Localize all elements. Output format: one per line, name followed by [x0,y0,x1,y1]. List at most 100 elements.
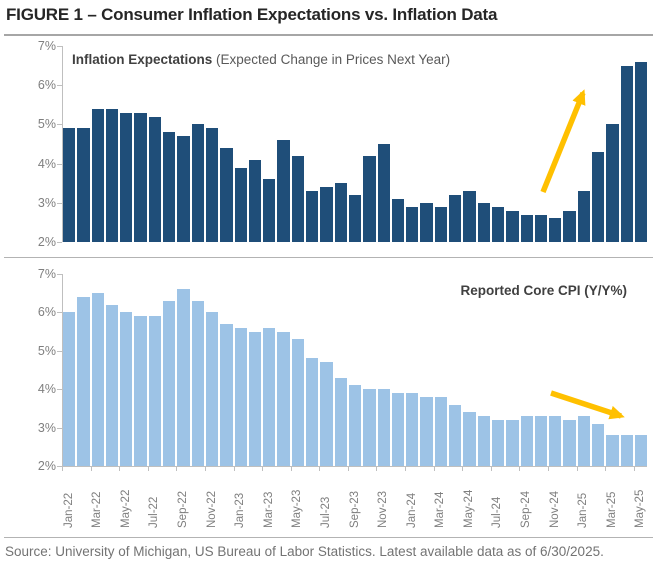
bar-Apr-24 [449,404,462,466]
bar-Mar-22 [91,293,104,466]
x-tick-mark [576,466,578,471]
bar-Jun-24 [477,202,490,242]
x-axis-line [62,466,647,467]
x-tick-mark [119,466,121,471]
bar-May-25 [634,61,648,242]
bar-Oct-22 [191,300,204,466]
bar-Nov-22 [205,128,219,242]
bar-Jul-22 [148,316,162,466]
bar-Jun-23 [306,358,319,466]
y-tick-mark [57,350,62,352]
bar-Aug-23 [334,377,347,466]
bar-May-24 [463,191,476,242]
bar-Apr-24 [449,194,462,242]
bar-Aug-22 [163,132,176,242]
bar-Jan-25 [577,191,590,242]
bar-Jan-25 [577,416,590,466]
bar-Jun-24 [477,416,490,466]
x-tick-label-Sep-23: Sep-23 [348,490,361,528]
x-tick-label-Jul-24: Jul-24 [491,496,504,528]
bar-May-23 [291,155,305,242]
x-tick-label-Mar-23: Mar-23 [262,491,275,528]
bar-Mar-23 [263,179,276,242]
bar-Dec-24 [563,419,576,466]
bar-Jul-23 [320,362,333,466]
bar-Dec-22 [220,147,233,242]
source-divider [4,537,653,538]
x-tick-label-Mar-22: Mar-22 [91,491,104,528]
bar-Dec-22 [220,323,233,466]
y-tick-mark [57,124,62,126]
bar-Jan-24 [406,206,419,242]
x-tick-label-Jan-23: Jan-23 [234,492,247,528]
y-tick-label: 2% [37,235,56,249]
y-axis-line [62,46,63,242]
bar-Jul-22 [148,116,162,242]
x-tick-mark [290,466,292,471]
y-tick-mark [57,389,62,391]
bar-Mar-25 [606,435,619,466]
bar-Apr-22 [105,304,119,466]
bar-Mar-24 [434,206,448,242]
y-tick-label: 3% [37,420,56,435]
bar-Apr-25 [620,65,633,242]
bar-Sep-24 [520,214,533,242]
bar-Mar-22 [91,108,104,242]
bar-Oct-24 [534,416,548,466]
bar-Feb-25 [591,151,605,242]
x-tick-mark [490,466,492,471]
inflation-expectations-bars [63,46,648,242]
x-tick-label-Nov-22: Nov-22 [205,490,218,528]
x-tick-mark [176,466,178,471]
bar-Feb-22 [77,128,90,242]
x-tick-mark [433,466,435,471]
bar-Jul-24 [491,206,505,242]
y-axis-line [62,274,63,466]
bar-Oct-24 [534,214,548,242]
y-tick-label: 2% [37,459,56,473]
x-tick-label-Jul-22: Jul-22 [148,496,161,528]
y-tick-label: 5% [37,343,56,358]
bar-Aug-24 [506,210,519,242]
core-cpi-bars [63,274,648,466]
bar-Mar-23 [263,327,276,466]
x-tick-label-Jan-25: Jan-25 [577,492,590,528]
y-tick-label: 7% [37,39,56,53]
y-tick-label: 7% [37,267,56,281]
x-tick-label-Jan-22: Jan-22 [62,492,75,528]
chart-bottom-title: Reported Core CPI (Y/Y%) [460,283,627,298]
x-tick-label-May-22: May-22 [119,489,132,528]
bar-Feb-24 [420,396,433,466]
bar-Aug-22 [163,300,176,466]
x-tick-mark [147,466,149,471]
y-tick-label: 3% [37,195,56,210]
chart-divider [4,257,653,258]
bar-May-25 [634,435,648,466]
y-tick-label: 6% [37,78,56,93]
y-tick-mark [57,46,62,47]
y-tick-label: 4% [37,382,56,397]
x-tick-mark [90,466,92,471]
x-tick-mark [519,466,521,471]
y-tick-label: 6% [37,305,56,320]
x-tick-label-Mar-24: Mar-24 [434,491,447,528]
x-tick-mark [262,466,264,471]
title-divider [4,34,653,36]
x-tick-label-Nov-23: Nov-23 [377,490,390,528]
bar-Feb-23 [248,331,262,466]
y-tick-mark [57,242,62,243]
x-tick-mark [319,466,321,471]
bar-Nov-23 [377,389,390,466]
bar-Jan-22 [63,312,76,466]
y-tick-mark [57,466,62,467]
y-tick-mark [57,312,62,314]
bar-Sep-22 [177,136,190,242]
x-tick-label-Sep-22: Sep-22 [176,490,189,528]
x-tick-label-Sep-24: Sep-24 [520,490,532,528]
bar-Nov-23 [377,144,390,242]
bar-May-22 [120,112,133,242]
chart-bottom-title-bold: Reported Core CPI (Y/Y%) [460,283,627,298]
bar-Dec-23 [391,198,405,242]
y-tick-label: 4% [37,156,56,171]
